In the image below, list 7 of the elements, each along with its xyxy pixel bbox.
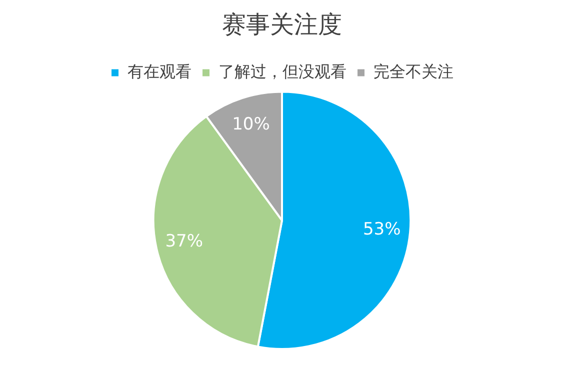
legend-label: 完全不关注: [374, 62, 454, 81]
legend-label: 有在观看: [128, 62, 192, 81]
data-label: 10%: [232, 114, 270, 134]
legend-label: 了解过，但没观看: [218, 62, 346, 81]
data-label: 53%: [362, 219, 401, 240]
data-label: 37%: [165, 232, 204, 252]
chart-title: 赛事关注度: [222, 10, 342, 39]
